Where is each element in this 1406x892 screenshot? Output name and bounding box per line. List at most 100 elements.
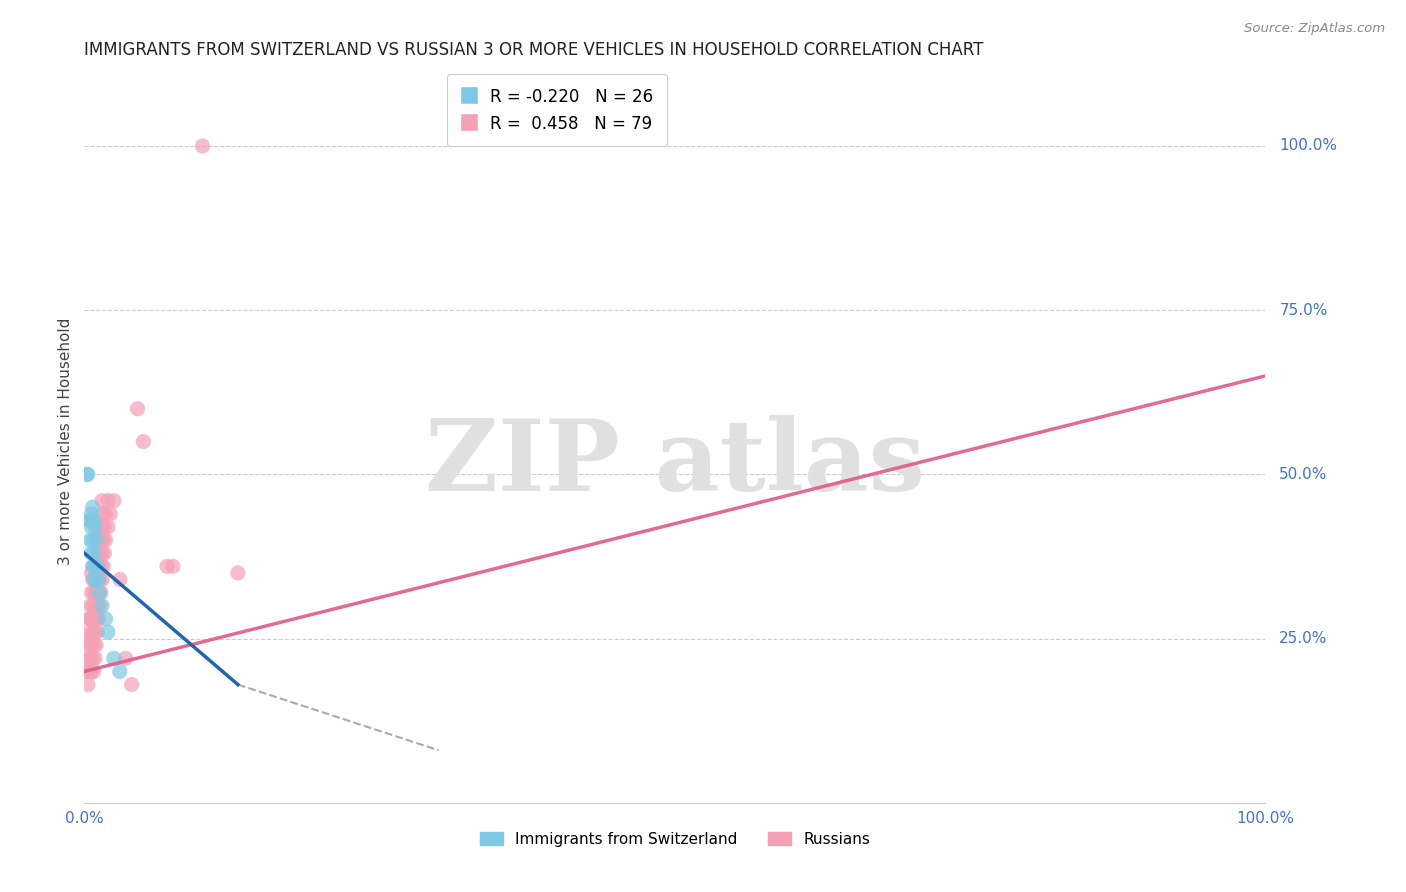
Point	[94, 507, 117, 521]
Point	[84, 638, 107, 652]
Legend: Immigrants from Switzerland, Russians: Immigrants from Switzerland, Russians	[474, 826, 876, 853]
Point	[83, 559, 105, 574]
Point	[132, 434, 155, 449]
Point	[84, 559, 107, 574]
Point	[82, 573, 104, 587]
Point	[83, 573, 105, 587]
Point	[94, 533, 117, 547]
Point	[83, 638, 105, 652]
Point	[89, 585, 111, 599]
Point	[121, 677, 143, 691]
Point	[80, 520, 103, 534]
Point	[86, 573, 108, 587]
Point	[87, 612, 110, 626]
Point	[79, 651, 101, 665]
Point	[79, 599, 101, 613]
Point	[77, 677, 100, 691]
Point	[80, 585, 103, 599]
Point	[80, 665, 103, 679]
Point	[93, 546, 115, 560]
Point	[91, 599, 114, 613]
Point	[79, 632, 101, 646]
Point	[83, 665, 105, 679]
Point	[84, 612, 107, 626]
Point	[80, 612, 103, 626]
Point	[89, 520, 111, 534]
Point	[103, 651, 125, 665]
Point	[83, 546, 105, 560]
Point	[226, 566, 249, 580]
Point	[77, 625, 100, 640]
Point	[84, 559, 107, 574]
Point	[77, 638, 100, 652]
Point	[79, 612, 101, 626]
Point	[86, 599, 108, 613]
Point	[80, 638, 103, 652]
Point	[93, 520, 115, 534]
Point	[108, 573, 131, 587]
Point	[91, 507, 114, 521]
Point	[89, 546, 111, 560]
Point	[79, 533, 101, 547]
Point	[86, 546, 108, 560]
Point	[86, 559, 108, 574]
Point	[84, 651, 107, 665]
Point	[90, 585, 112, 599]
Point	[84, 533, 107, 547]
Point	[82, 533, 104, 547]
Point	[156, 559, 179, 574]
Point	[77, 467, 100, 482]
Point	[91, 573, 114, 587]
Text: Source: ZipAtlas.com: Source: ZipAtlas.com	[1244, 22, 1385, 36]
Point	[89, 599, 111, 613]
Point	[84, 585, 107, 599]
Point	[97, 520, 120, 534]
Point	[84, 625, 107, 640]
Point	[82, 599, 104, 613]
Point	[80, 566, 103, 580]
Y-axis label: 3 or more Vehicles in Household: 3 or more Vehicles in Household	[58, 318, 73, 566]
Text: 75.0%: 75.0%	[1279, 302, 1327, 318]
Point	[80, 507, 103, 521]
Point	[87, 585, 110, 599]
Point	[87, 533, 110, 547]
Point	[82, 651, 104, 665]
Text: IMMIGRANTS FROM SWITZERLAND VS RUSSIAN 3 OR MORE VEHICLES IN HOUSEHOLD CORRELATI: IMMIGRANTS FROM SWITZERLAND VS RUSSIAN 3…	[84, 41, 984, 59]
Point	[94, 612, 117, 626]
Point	[76, 665, 98, 679]
Point	[83, 513, 105, 527]
Text: 50.0%: 50.0%	[1279, 467, 1327, 482]
Point	[77, 651, 100, 665]
Point	[80, 546, 103, 560]
Point	[86, 625, 108, 640]
Point	[91, 533, 114, 547]
Point	[98, 507, 121, 521]
Point	[91, 493, 114, 508]
Point	[82, 500, 104, 515]
Point	[84, 533, 107, 547]
Point	[82, 559, 104, 574]
Point	[127, 401, 149, 416]
Point	[97, 493, 120, 508]
Point	[103, 493, 125, 508]
Point	[162, 559, 184, 574]
Point	[108, 665, 131, 679]
Point	[77, 612, 100, 626]
Point	[87, 573, 110, 587]
Point	[77, 513, 100, 527]
Point	[91, 546, 114, 560]
Point	[79, 513, 101, 527]
Point	[191, 139, 214, 153]
Point	[87, 559, 110, 574]
Point	[91, 520, 114, 534]
Point	[76, 467, 98, 482]
Point	[97, 625, 120, 640]
Point	[114, 651, 136, 665]
Point	[90, 533, 112, 547]
Point	[84, 599, 107, 613]
Point	[84, 520, 107, 534]
Point	[89, 573, 111, 587]
Point	[77, 665, 100, 679]
Point	[91, 559, 114, 574]
Point	[82, 625, 104, 640]
